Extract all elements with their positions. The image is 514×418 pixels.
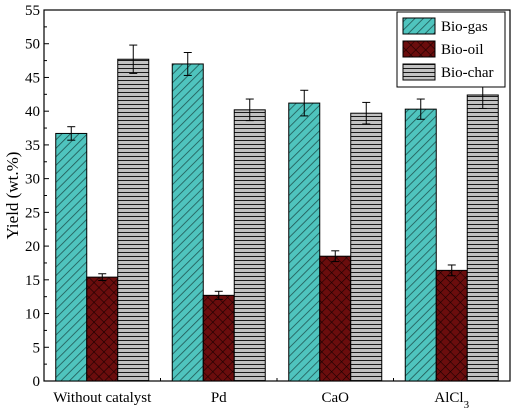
legend-label: Bio-char	[441, 65, 493, 81]
y-axis-label: Yield (wt.%)	[3, 152, 22, 240]
bar-bio-gas	[171, 63, 204, 382]
x-tick-label: Without catalyst	[53, 390, 152, 406]
y-tick-label: 40	[25, 104, 40, 120]
legend-swatch-bio-oil	[402, 40, 436, 58]
y-tick-label: 35	[25, 138, 40, 154]
bar-bio-char	[233, 109, 266, 382]
bar-bio-oil	[202, 294, 235, 382]
y-tick-label: 5	[33, 340, 41, 356]
legend-label: Bio-gas	[441, 19, 488, 35]
x-tick-label: AlCl3	[434, 390, 469, 411]
x-tick-label: CaO	[322, 390, 350, 406]
bar-bio-char	[117, 58, 150, 382]
bar-bio-gas	[288, 102, 321, 382]
bar-bio-gas	[404, 108, 437, 382]
y-tick-label: 55	[25, 3, 40, 19]
y-tick-label: 10	[25, 307, 40, 323]
legend-label: Bio-oil	[441, 42, 484, 58]
bar-bio-oil	[86, 276, 119, 382]
legend-swatch-bio-gas	[402, 17, 436, 35]
y-tick-label: 25	[25, 205, 40, 221]
y-tick-label: 30	[25, 172, 40, 188]
y-tick-label: 15	[25, 273, 40, 289]
bar-bio-char	[466, 94, 499, 382]
legend-swatch-bio-char	[402, 63, 436, 81]
y-tick-label: 50	[25, 37, 40, 53]
bar-bio-char	[350, 112, 383, 382]
bar-bio-oil	[319, 255, 352, 382]
y-tick-label: 0	[33, 374, 41, 390]
y-tick-label: 45	[25, 70, 40, 86]
x-tick-label: Pd	[211, 390, 227, 406]
bar-bio-gas	[55, 132, 88, 382]
bar-bio-oil	[435, 269, 468, 382]
y-tick-label: 20	[25, 239, 40, 255]
